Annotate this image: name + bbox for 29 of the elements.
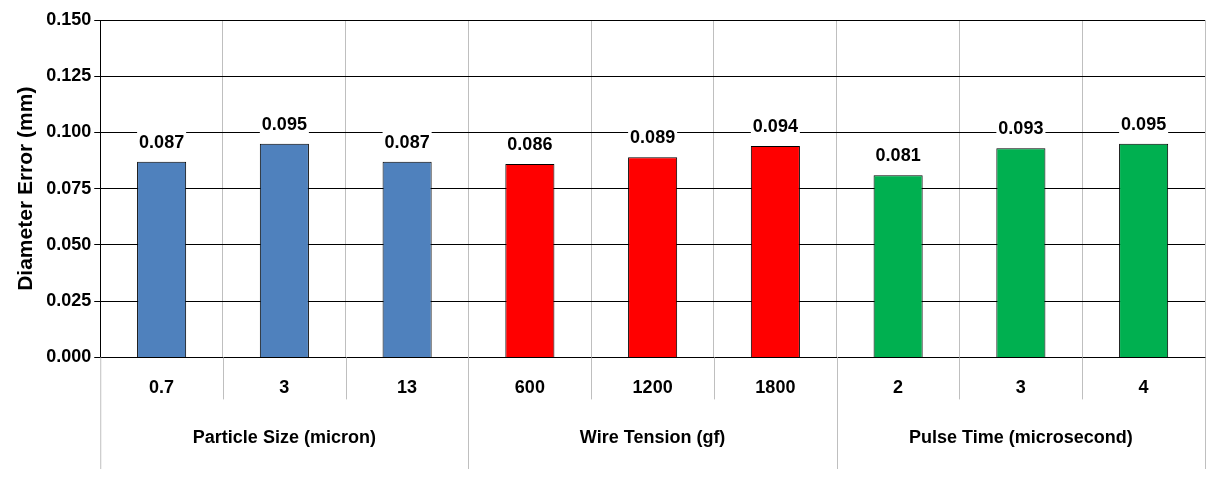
x-tick-label: 13 <box>397 377 418 398</box>
y-tick-label: 0.100 <box>46 121 92 142</box>
data-label: 0.094 <box>752 115 798 136</box>
x-tick-label: 3 <box>279 377 290 398</box>
text: Wire Tension (gf) <box>579 427 726 448</box>
y-tick-label: 0.125 <box>46 65 92 86</box>
data-label: 0.086 <box>507 133 553 154</box>
x-tick-label: 1200 <box>632 377 673 398</box>
x-tick-label: 1800 <box>755 377 796 398</box>
text: Particle Size (micron) <box>192 427 376 448</box>
data-label: 0.087 <box>139 131 185 152</box>
x-tick-label: 3 <box>1015 377 1026 398</box>
data-label: 0.095 <box>261 113 307 134</box>
y-tick-label: 0.050 <box>46 233 92 254</box>
x-tick-label: 600 <box>514 377 545 398</box>
y-tick-label: 0.025 <box>46 290 92 311</box>
x-tick-label: 4 <box>1138 377 1149 398</box>
data-label: 0.095 <box>1121 113 1167 134</box>
data-label: 0.087 <box>384 131 430 152</box>
data-label: 0.081 <box>875 145 921 166</box>
y-tick-label: 0.075 <box>46 177 92 198</box>
x-tick-label: 0.7 <box>149 377 175 398</box>
text: Pulse Time (microsecond) <box>909 427 1133 448</box>
y-tick-label: 0.000 <box>46 346 92 367</box>
y-tick-label: 0.150 <box>46 8 92 29</box>
data-label: 0.093 <box>998 118 1044 139</box>
x-tick-label: 2 <box>893 377 904 398</box>
data-label: 0.089 <box>630 127 676 148</box>
y-axis-title: Diameter Error (mm) <box>13 86 37 291</box>
